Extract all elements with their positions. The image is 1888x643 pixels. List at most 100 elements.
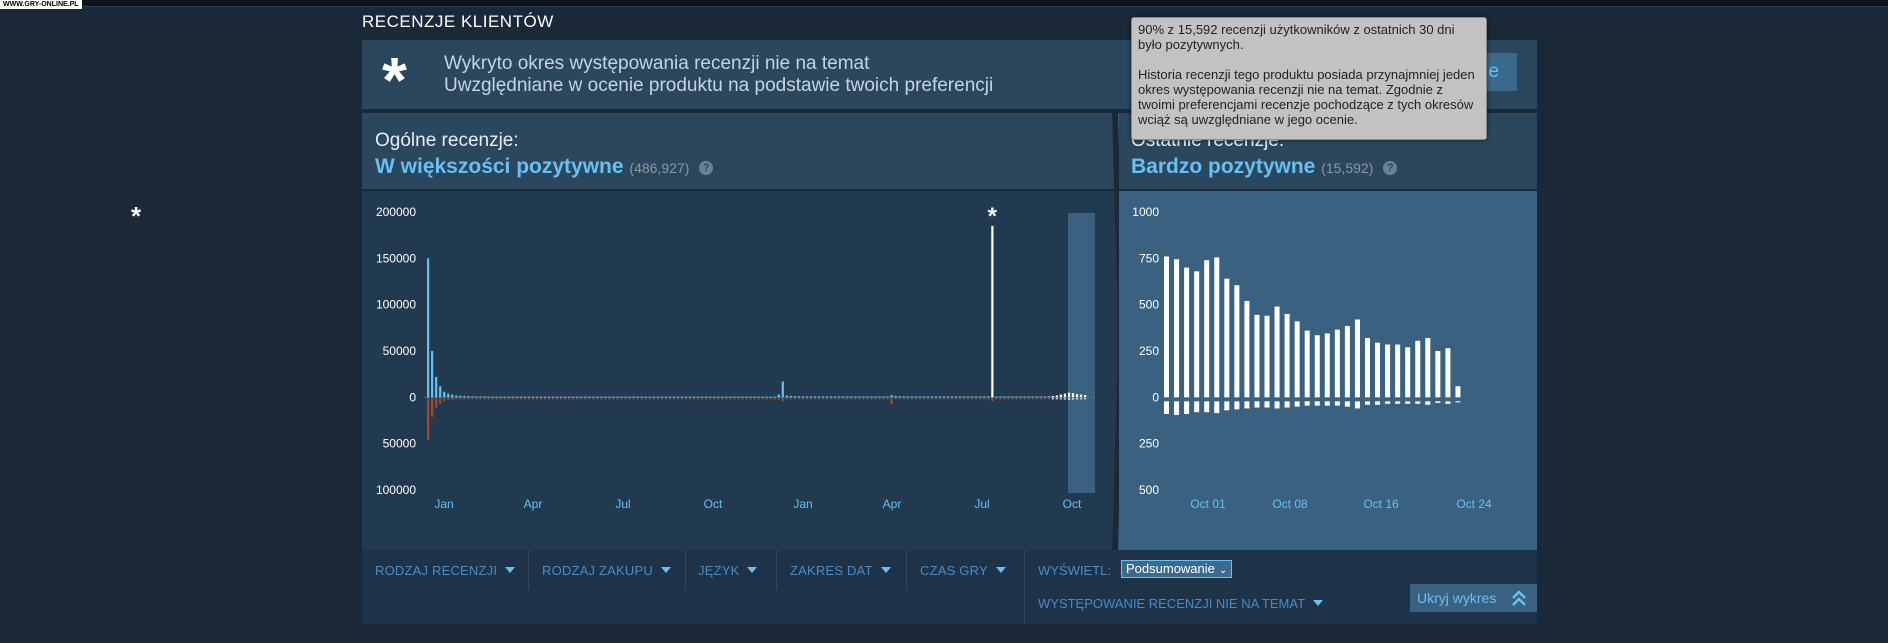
recent-score-text[interactable]: Bardzo pozytywne (1131, 155, 1316, 178)
positive-bar (1023, 396, 1026, 398)
negative-bar (737, 398, 740, 400)
tooltip-offtopic-note: Historia recenzji tego produktu posiada … (1138, 67, 1475, 127)
positive-bar (737, 396, 740, 398)
positive-bar (616, 396, 619, 398)
filter-playtime[interactable]: CZAS GRY (920, 563, 1006, 578)
display-select[interactable]: Podsumowanie ⌄ (1121, 560, 1233, 578)
positive-bar (1194, 271, 1200, 398)
overall-reviews-chart[interactable]: 200000 150000 100000 50000 0 50000 100000 * Jan A… (362, 191, 1117, 550)
positive-bar (580, 396, 583, 398)
negative-bar (918, 398, 921, 400)
x-tick-label: Jul (974, 497, 989, 511)
hide-chart-button[interactable]: Ukryj wykres (1410, 584, 1537, 612)
negative-bar (1063, 398, 1067, 400)
negative-bar (447, 398, 450, 401)
negative-bar (564, 398, 567, 400)
positive-bar (971, 396, 974, 398)
negative-bar (910, 398, 913, 400)
hide-chart-label: Ukryj wykres (1417, 590, 1497, 606)
recent-reviews-score[interactable]: Bardzo pozytywne (15,592) ? (1131, 155, 1398, 179)
negative-bar (596, 398, 599, 400)
positive-bar (1435, 351, 1441, 398)
positive-bar (910, 396, 913, 398)
negative-bar (745, 398, 748, 400)
positive-bar (1043, 396, 1046, 398)
positive-bar (1274, 306, 1280, 398)
positive-bar (600, 396, 603, 398)
positive-bar (834, 396, 837, 398)
help-circle-icon[interactable]: ? (699, 161, 714, 175)
negative-bar (576, 398, 579, 400)
positive-bar (826, 396, 829, 398)
positive-bar (588, 396, 591, 398)
positive-bar (652, 396, 655, 398)
overall-reviews-score[interactable]: W większości pozytywne (486,927) ? (375, 155, 714, 179)
y-tick-label: 50000 (383, 437, 417, 451)
negative-bar (801, 398, 805, 400)
negative-bar (463, 398, 466, 400)
negative-bar (1455, 401, 1461, 403)
positive-bar (898, 396, 901, 398)
positive-bar (709, 396, 712, 398)
positive-bar (576, 396, 579, 398)
y-tick-label: 50000 (383, 344, 417, 358)
positive-bar (1405, 347, 1411, 398)
negative-bar (1027, 398, 1030, 400)
filter-purchase-type[interactable]: RODZAJ ZAKUPU (542, 563, 671, 578)
filter-review-type-label: RODZAJ RECENZJI (375, 563, 498, 578)
negative-bar (431, 398, 434, 417)
negative-bar (1234, 401, 1240, 410)
negative-bar (1011, 398, 1014, 400)
filter-language[interactable]: JĘZYK (698, 563, 758, 578)
negative-bar (971, 398, 974, 400)
negative-bar (773, 398, 776, 400)
positive-bar (620, 396, 623, 398)
filter-offtopic-activity[interactable]: WYSTĘPOWANIE RECENZJI NIE NA TEMAT (1038, 596, 1324, 611)
negative-bar (495, 398, 498, 400)
negative-bar (1294, 401, 1300, 407)
negative-bar (1051, 398, 1054, 400)
negative-bar (753, 398, 756, 400)
overall-score-text[interactable]: W większości pozytywne (375, 155, 624, 178)
negative-bar (1344, 401, 1350, 407)
recent-reviews-chart[interactable]: 1000 750 500 250 0 250 500 Oct 01 Oct 08 Oct 16 Oc… (1119, 191, 1537, 550)
help-circle-icon[interactable]: ? (1383, 161, 1398, 175)
negative-bar (874, 398, 877, 400)
overall-reviews-panel: Ogólne recenzje: W większości pozytywne … (362, 113, 1117, 550)
y-tick-label: 1000 (1132, 205, 1159, 219)
negative-bar (830, 398, 833, 400)
x-tick-label: Jan (434, 497, 453, 511)
positive-bar (1067, 392, 1071, 398)
negative-bar (942, 398, 946, 400)
positive-bar (467, 396, 470, 398)
positive-bar (922, 396, 925, 398)
negative-bar (1055, 398, 1058, 400)
positive-bar (741, 396, 744, 398)
positive-bar (668, 396, 672, 398)
positive-bar (427, 258, 430, 398)
positive-bar (842, 396, 845, 398)
negative-bar (693, 398, 696, 400)
positive-bar (1204, 260, 1210, 398)
negative-bar (979, 398, 982, 400)
positive-bar (431, 351, 434, 398)
banner-subtext: Uwzględniane w ocenie produktu na podsta… (444, 75, 994, 96)
negative-bar (1284, 401, 1290, 408)
positive-bar (1184, 267, 1190, 398)
positive-bar (963, 396, 966, 398)
negative-bar (713, 398, 716, 400)
filter-date-range[interactable]: ZAKRES DAT (790, 563, 891, 578)
negative-bar (555, 398, 559, 400)
negative-bar (890, 398, 893, 404)
negative-bar (640, 398, 643, 400)
negative-bar (995, 398, 998, 400)
positive-bar (439, 386, 442, 398)
negative-bar (959, 398, 962, 400)
negative-bar (898, 398, 901, 400)
positive-bar (596, 396, 599, 398)
negative-bar (479, 398, 482, 400)
negative-bar (1304, 401, 1310, 406)
positive-bar (443, 391, 446, 398)
negative-bar (1425, 401, 1431, 405)
filter-review-type[interactable]: RODZAJ RECENZJI (375, 563, 516, 578)
